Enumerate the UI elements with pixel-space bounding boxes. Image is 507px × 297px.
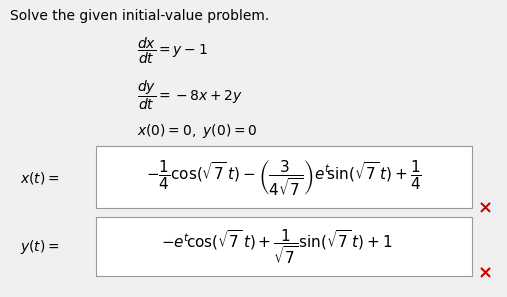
FancyBboxPatch shape <box>96 146 472 208</box>
Text: $y(t) =$: $y(t) =$ <box>20 238 60 256</box>
Text: Solve the given initial-value problem.: Solve the given initial-value problem. <box>10 9 269 23</box>
Text: $x(0) = 0,\ y(0) = 0$: $x(0) = 0,\ y(0) = 0$ <box>137 122 258 140</box>
Text: $x(t) =$: $x(t) =$ <box>20 170 60 186</box>
Text: $\dfrac{dx}{dt} = y - 1$: $\dfrac{dx}{dt} = y - 1$ <box>137 35 207 66</box>
Text: $\mathbf{\times}$: $\mathbf{\times}$ <box>477 264 492 282</box>
Text: $\dfrac{dy}{dt} = -8x + 2y$: $\dfrac{dy}{dt} = -8x + 2y$ <box>137 78 243 112</box>
Text: $-e^t\!\cos(\sqrt{7}\,t) + \dfrac{1}{\sqrt{7}}\sin(\sqrt{7}\,t) + 1$: $-e^t\!\cos(\sqrt{7}\,t) + \dfrac{1}{\sq… <box>161 228 392 266</box>
Text: $\mathbf{\times}$: $\mathbf{\times}$ <box>477 199 492 217</box>
FancyBboxPatch shape <box>96 217 472 276</box>
Text: $-\dfrac{1}{4}\cos(\sqrt{7}\,t) - \left(\dfrac{3}{4\sqrt{7}}\right)e^t\!\sin(\sq: $-\dfrac{1}{4}\cos(\sqrt{7}\,t) - \left(… <box>146 159 422 198</box>
